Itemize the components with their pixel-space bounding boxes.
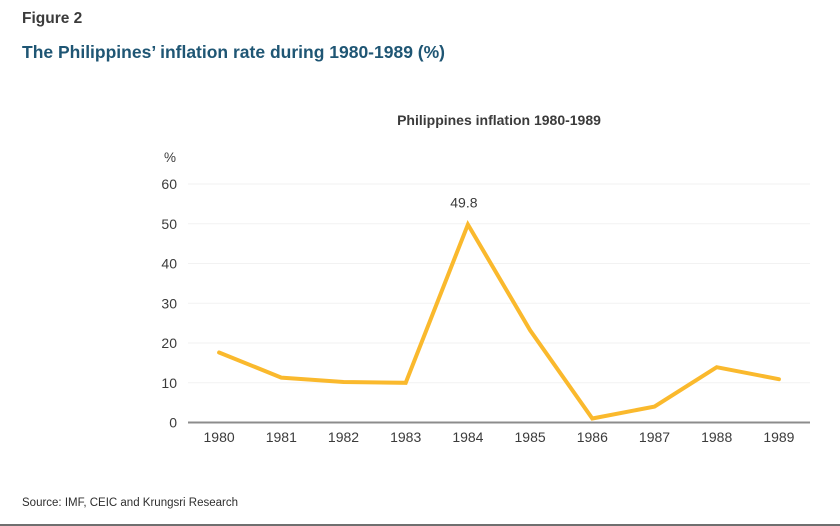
x-tick-label: 1988 [701, 429, 732, 445]
bottom-divider [0, 524, 840, 526]
y-tick-label: 10 [161, 375, 177, 391]
source-note: Source: IMF, CEIC and Krungsri Research [22, 497, 239, 509]
inflation-line-chart: 0 10 20 30 40 50 60% 1980 1981 1982 1983 1984 1985 19… [161, 150, 810, 445]
x-tick-label: 1989 [763, 429, 794, 445]
x-tick-label: 1985 [515, 429, 546, 445]
x-tick-label: 1981 [266, 429, 297, 445]
figure-label: Figure 2 [22, 10, 83, 27]
y-tick-label: 0 [169, 415, 177, 431]
x-tick-label: 1984 [452, 429, 483, 445]
y-tick-label: 40 [161, 256, 177, 272]
inflation-line [217, 219, 781, 421]
y-axis-unit-label: % [164, 150, 176, 165]
chart-title: Philippines inflation 1980-1989 [397, 112, 601, 128]
x-tick-label: 1980 [204, 429, 235, 445]
y-tick-label: 60 [161, 176, 177, 192]
y-tick-label: 50 [161, 216, 177, 232]
x-tick-label: 1987 [639, 429, 670, 445]
x-tick-label: 1982 [328, 429, 359, 445]
x-tick-label: 1986 [577, 429, 608, 445]
y-tick-label: 30 [161, 295, 177, 311]
figure-title: The Philippines’ inflation rate during 1… [22, 42, 446, 62]
peak-value-label: 49.8 [450, 195, 477, 211]
x-tick-label: 1983 [390, 429, 421, 445]
y-tick-label: 20 [161, 335, 177, 351]
